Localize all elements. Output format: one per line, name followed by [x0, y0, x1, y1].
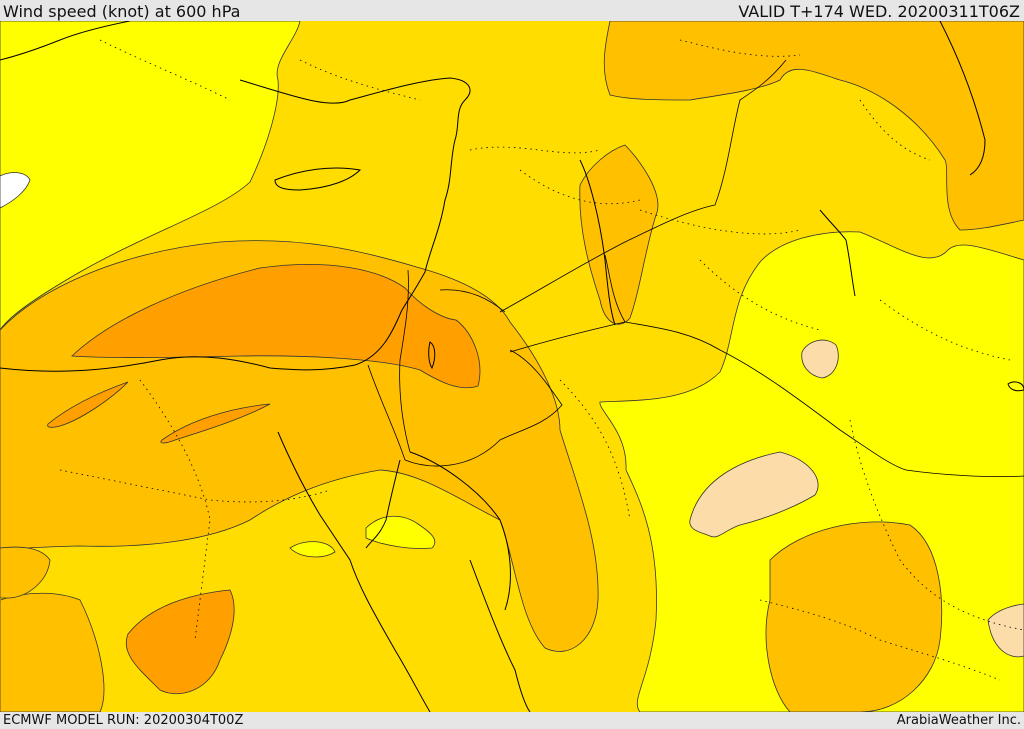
- amber-region-northeast: [603, 21, 1024, 231]
- internal-boundaries: [59, 39, 1024, 681]
- orange-region-streak-north: [47, 381, 129, 428]
- header-bar: Wind speed (knot) at 600 hPa VALID T+174…: [0, 0, 1024, 21]
- amber-region-west-edge: [0, 546, 51, 599]
- country-borders: [367, 59, 1024, 478]
- footer-bar: ECMWF MODEL RUN: 20200304T00Z ArabiaWeat…: [0, 712, 1024, 729]
- amber-region-iraq: [579, 144, 659, 325]
- amber-region-south-arabia: [765, 521, 943, 712]
- wind-speed-map: [0, 21, 1024, 712]
- valid-time: VALID T+174 WED. 20200311T06Z: [738, 2, 1020, 21]
- peach-patch-saudi: [689, 451, 819, 538]
- orange-region-jet-core: [71, 263, 481, 389]
- coastlines: [0, 21, 1024, 712]
- yellow-region-west: [0, 21, 301, 331]
- white-patch: [0, 172, 31, 209]
- model-run: ECMWF MODEL RUN: 20200304T00Z: [3, 713, 244, 728]
- yellow-region-sinai: [365, 515, 436, 549]
- map-title: Wind speed (knot) at 600 hPa: [3, 2, 241, 21]
- amber-region-egypt-south: [0, 592, 105, 712]
- credit-label: ArabiaWeather Inc.: [896, 713, 1021, 728]
- peach-patch-iraq: [801, 339, 839, 379]
- orange-region-streak-south: [160, 403, 271, 444]
- yellow-region-coast: [289, 541, 336, 558]
- peach-patch-east: [987, 603, 1024, 658]
- orange-region-egypt: [125, 589, 235, 694]
